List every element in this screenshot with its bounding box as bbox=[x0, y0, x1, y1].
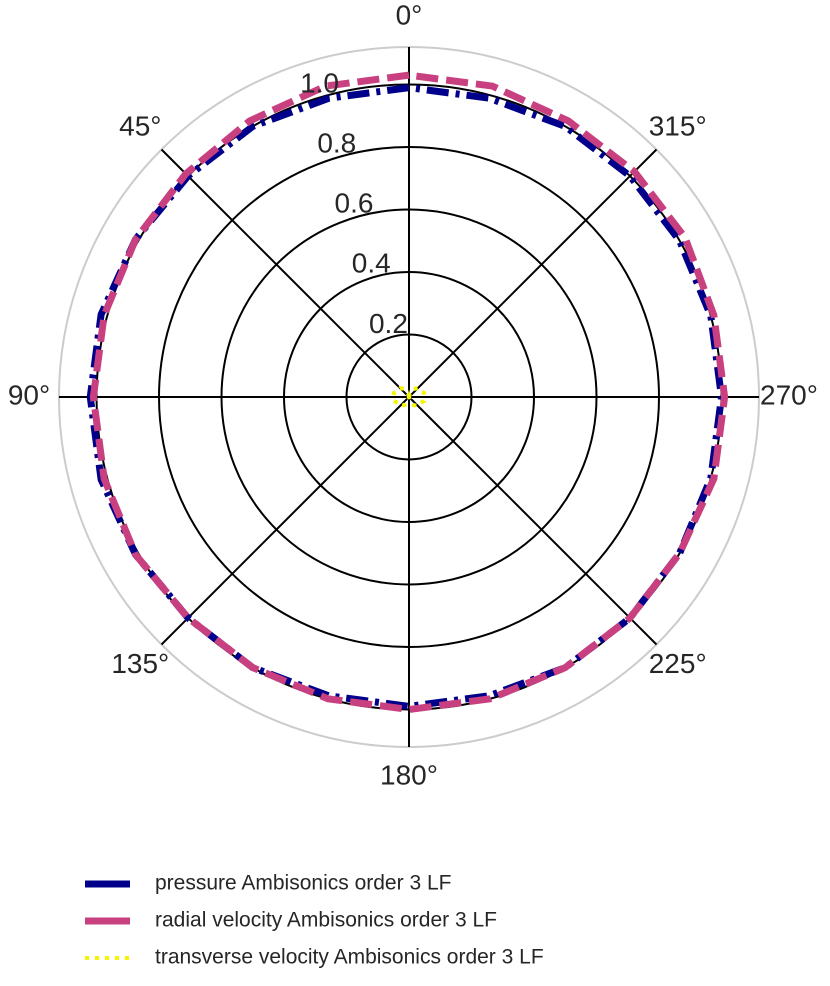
theta-tick-label: 225° bbox=[649, 648, 707, 679]
r-tick-label: 0.8 bbox=[317, 128, 356, 159]
r-tick-label: 0.2 bbox=[369, 308, 408, 339]
theta-tick-label: 45° bbox=[119, 111, 161, 142]
r-tick-label: 0.4 bbox=[352, 248, 391, 279]
theta-tick-label: 315° bbox=[649, 111, 707, 142]
grid-spoke bbox=[160, 148, 410, 398]
legend-label: radial velocity Ambisonics order 3 LF bbox=[155, 909, 497, 932]
series-line bbox=[89, 71, 729, 714]
grid-spoke bbox=[408, 148, 658, 398]
series-line bbox=[391, 385, 427, 409]
theta-tick-label: 90° bbox=[8, 379, 50, 410]
theta-tick-label: 0° bbox=[396, 0, 423, 30]
theta-tick-label: 180° bbox=[380, 759, 438, 790]
theta-tick-label: 270° bbox=[760, 379, 818, 410]
grid-spoke bbox=[160, 396, 410, 646]
legend-label: transverse velocity Ambisonics order 3 L… bbox=[155, 946, 544, 969]
legend-label: pressure Ambisonics order 3 LF bbox=[155, 872, 451, 895]
r-tick-label: 1.0 bbox=[300, 67, 339, 98]
r-tick-label: 0.6 bbox=[335, 188, 374, 219]
grid-spoke bbox=[408, 396, 658, 646]
theta-tick-label: 135° bbox=[111, 648, 169, 679]
